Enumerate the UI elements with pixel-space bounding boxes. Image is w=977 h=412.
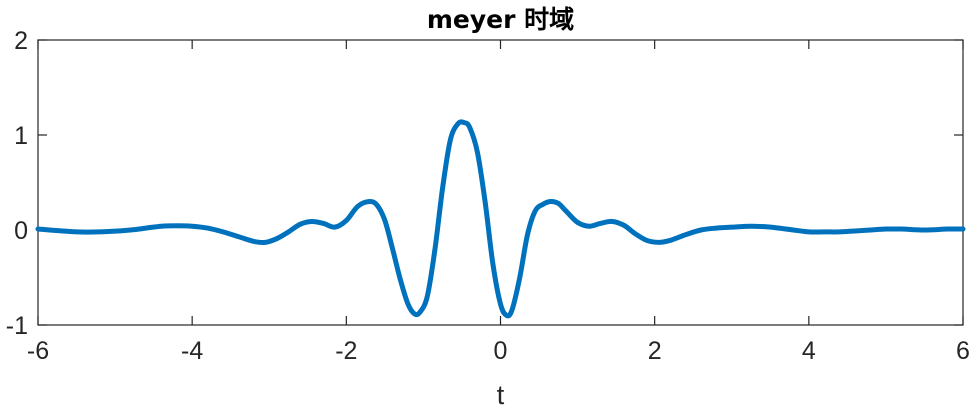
axes-box [37,39,964,326]
x-tick-label: -4 [181,337,203,365]
x-tick-label: -2 [335,337,357,365]
y-tick-label: 2 [14,27,28,55]
y-tick-label: 1 [14,122,28,150]
x-tick-label: 6 [956,337,970,365]
plot-area: -6 -4 -2 0 2 4 6 -1 0 1 2 [6,27,970,365]
x-axis-label: t [497,380,505,410]
y-tick-label: -1 [6,312,28,340]
x-tick-label: 2 [648,337,662,365]
x-tick-label: 4 [802,337,816,365]
x-tick-label: 0 [494,337,508,365]
y-tick-label: 0 [14,217,28,245]
series-line [35,119,966,319]
x-tick-label: -6 [27,337,49,365]
chart-title: meyer 时域 [427,5,574,34]
